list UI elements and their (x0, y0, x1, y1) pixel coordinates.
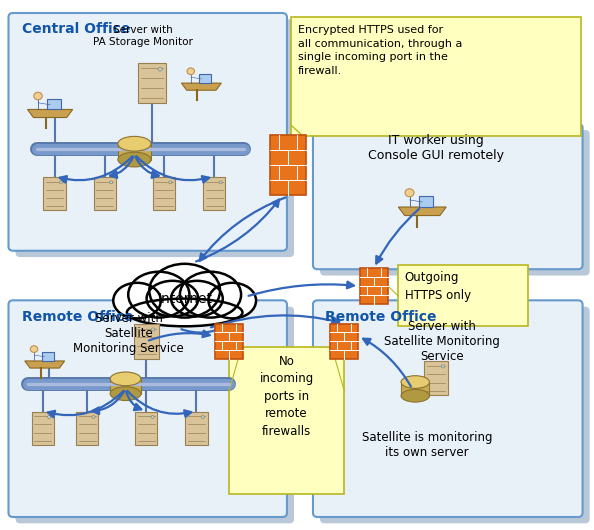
FancyBboxPatch shape (42, 352, 54, 361)
Circle shape (187, 68, 194, 75)
Ellipse shape (110, 387, 141, 401)
FancyBboxPatch shape (118, 144, 151, 160)
FancyBboxPatch shape (215, 323, 243, 359)
Polygon shape (25, 361, 65, 368)
Circle shape (219, 181, 222, 184)
Circle shape (34, 92, 42, 100)
FancyBboxPatch shape (203, 178, 226, 210)
FancyBboxPatch shape (43, 178, 66, 210)
Text: Satellite is monitoring
its own server: Satellite is monitoring its own server (362, 431, 492, 459)
FancyBboxPatch shape (419, 196, 434, 207)
FancyBboxPatch shape (94, 178, 116, 210)
Polygon shape (181, 83, 222, 90)
FancyBboxPatch shape (134, 324, 159, 359)
Ellipse shape (113, 283, 161, 319)
Circle shape (109, 181, 113, 184)
FancyBboxPatch shape (313, 123, 583, 269)
Circle shape (151, 328, 155, 331)
FancyBboxPatch shape (313, 301, 583, 517)
Ellipse shape (110, 372, 141, 386)
Text: No
incoming
ports in
remote
firewalls: No incoming ports in remote firewalls (260, 355, 314, 438)
Circle shape (405, 189, 414, 197)
Text: Server with
Satellite
Monitoring Service: Server with Satellite Monitoring Service (73, 313, 184, 356)
FancyBboxPatch shape (8, 301, 287, 517)
Polygon shape (399, 207, 446, 216)
FancyBboxPatch shape (291, 17, 581, 136)
FancyBboxPatch shape (110, 379, 141, 394)
Circle shape (92, 416, 95, 418)
Text: Remote Office: Remote Office (22, 310, 134, 324)
Circle shape (48, 416, 50, 418)
FancyBboxPatch shape (47, 100, 61, 110)
Circle shape (59, 181, 62, 184)
FancyBboxPatch shape (185, 412, 208, 445)
Ellipse shape (118, 136, 151, 151)
FancyBboxPatch shape (360, 268, 388, 304)
FancyBboxPatch shape (15, 307, 294, 523)
Text: Server with
PA Storage Monitor: Server with PA Storage Monitor (93, 25, 193, 47)
Ellipse shape (147, 281, 198, 316)
Text: Remote Office: Remote Office (326, 310, 437, 324)
Text: Server with
Satellite Monitoring
Service: Server with Satellite Monitoring Service (384, 320, 500, 364)
FancyBboxPatch shape (76, 412, 99, 445)
FancyBboxPatch shape (270, 135, 306, 195)
Ellipse shape (171, 281, 223, 316)
Polygon shape (27, 110, 72, 118)
Text: Encrypted HTTPS used for
all communication, through a
single incoming port in th: Encrypted HTTPS used for all communicati… (298, 25, 463, 76)
FancyBboxPatch shape (153, 178, 175, 210)
Ellipse shape (118, 152, 151, 167)
Ellipse shape (127, 298, 242, 326)
Circle shape (201, 416, 204, 418)
Ellipse shape (401, 390, 429, 402)
Ellipse shape (149, 264, 220, 317)
FancyBboxPatch shape (31, 412, 54, 445)
FancyBboxPatch shape (424, 361, 448, 395)
Circle shape (30, 346, 38, 352)
Text: Internet: Internet (157, 292, 212, 306)
FancyBboxPatch shape (135, 412, 157, 445)
FancyBboxPatch shape (330, 323, 359, 359)
FancyBboxPatch shape (199, 74, 211, 83)
Text: Central Office: Central Office (22, 22, 131, 37)
Text: IT worker using
Console GUI remotely: IT worker using Console GUI remotely (368, 134, 504, 162)
Circle shape (441, 365, 445, 368)
Ellipse shape (128, 272, 189, 317)
FancyBboxPatch shape (401, 382, 429, 396)
Text: Outgoing
HTTPS only: Outgoing HTTPS only (405, 271, 470, 302)
FancyBboxPatch shape (138, 64, 166, 103)
Ellipse shape (208, 283, 256, 319)
Circle shape (169, 181, 172, 184)
FancyBboxPatch shape (8, 13, 287, 251)
FancyBboxPatch shape (229, 347, 345, 494)
Circle shape (158, 67, 162, 71)
Circle shape (151, 416, 154, 418)
Ellipse shape (401, 376, 429, 388)
FancyBboxPatch shape (397, 265, 527, 325)
FancyBboxPatch shape (320, 130, 590, 276)
Ellipse shape (180, 272, 241, 317)
FancyBboxPatch shape (15, 19, 294, 257)
FancyBboxPatch shape (320, 307, 590, 523)
